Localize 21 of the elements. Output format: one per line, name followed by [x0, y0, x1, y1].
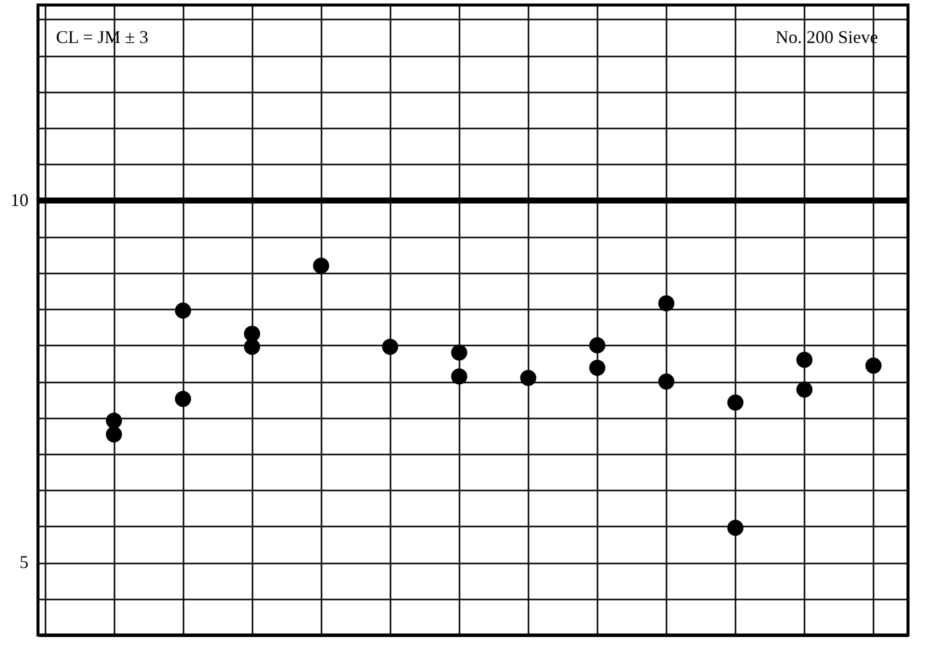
point: [451, 344, 468, 361]
point: [106, 426, 122, 442]
point: [796, 352, 812, 368]
point: [865, 358, 882, 374]
point: [313, 258, 330, 274]
y-tick-label: 10: [10, 190, 28, 210]
point: [520, 370, 536, 386]
point: [174, 302, 192, 319]
point: [658, 295, 674, 312]
point: [589, 337, 606, 354]
point: [658, 374, 674, 390]
point: [589, 360, 606, 376]
point: [451, 368, 468, 385]
point: [106, 412, 122, 429]
y-tick-label: 5: [20, 552, 28, 572]
point: [382, 338, 398, 355]
point: [727, 520, 744, 536]
point: [244, 338, 260, 355]
point: [796, 381, 812, 398]
point: [174, 390, 192, 407]
point: [727, 394, 744, 411]
